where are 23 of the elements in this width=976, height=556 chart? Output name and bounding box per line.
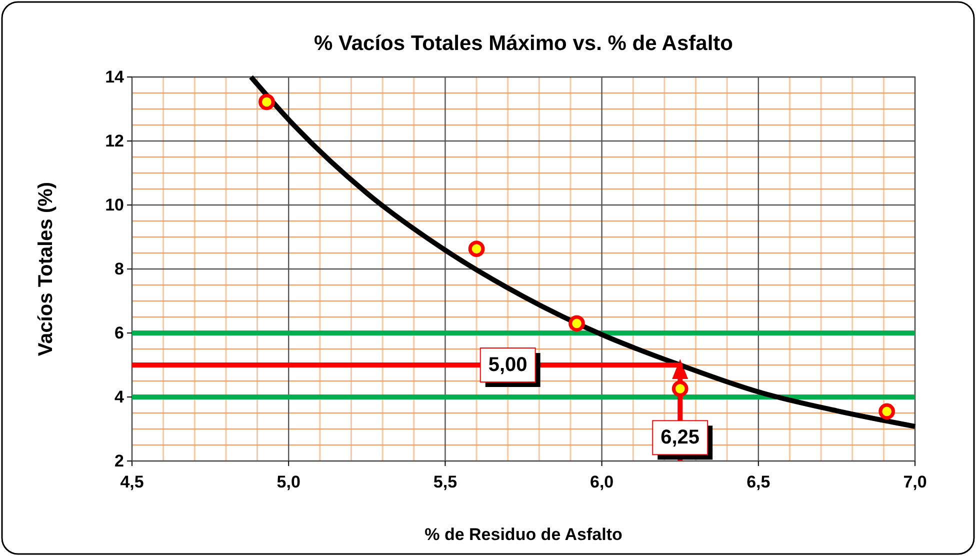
y-tick-label: 2 [114,451,124,470]
y-tick-label: 12 [105,131,124,150]
point [878,403,895,420]
x-tick-label: 5,0 [276,472,300,492]
x-axis-title: % de Residuo de Asfalto [424,525,622,544]
point [468,240,485,258]
x-tick-label: 4,5 [120,472,144,492]
x-tick-label: 6,0 [590,472,614,492]
x-tick-label: 5,5 [433,472,458,492]
y-tick-label: 8 [114,259,124,278]
y-tick-label: 4 [114,387,125,406]
point [258,94,275,110]
point [568,315,585,332]
chart-title: % Vacíos Totales Máximo vs. % de Asfalto [314,32,733,55]
x-tick-label: 7,0 [903,472,927,492]
point [672,380,688,397]
y-tick-label: 14 [105,67,125,86]
annotation: 5,00 [488,354,528,376]
x-tick-label: 6,5 [746,472,770,492]
y-tick-label: 6 [114,323,124,342]
y-tick-label: 10 [105,195,124,214]
annotation: 6,25 [660,426,700,449]
y-axis-title: Vacíos Totales (%) [35,182,57,356]
